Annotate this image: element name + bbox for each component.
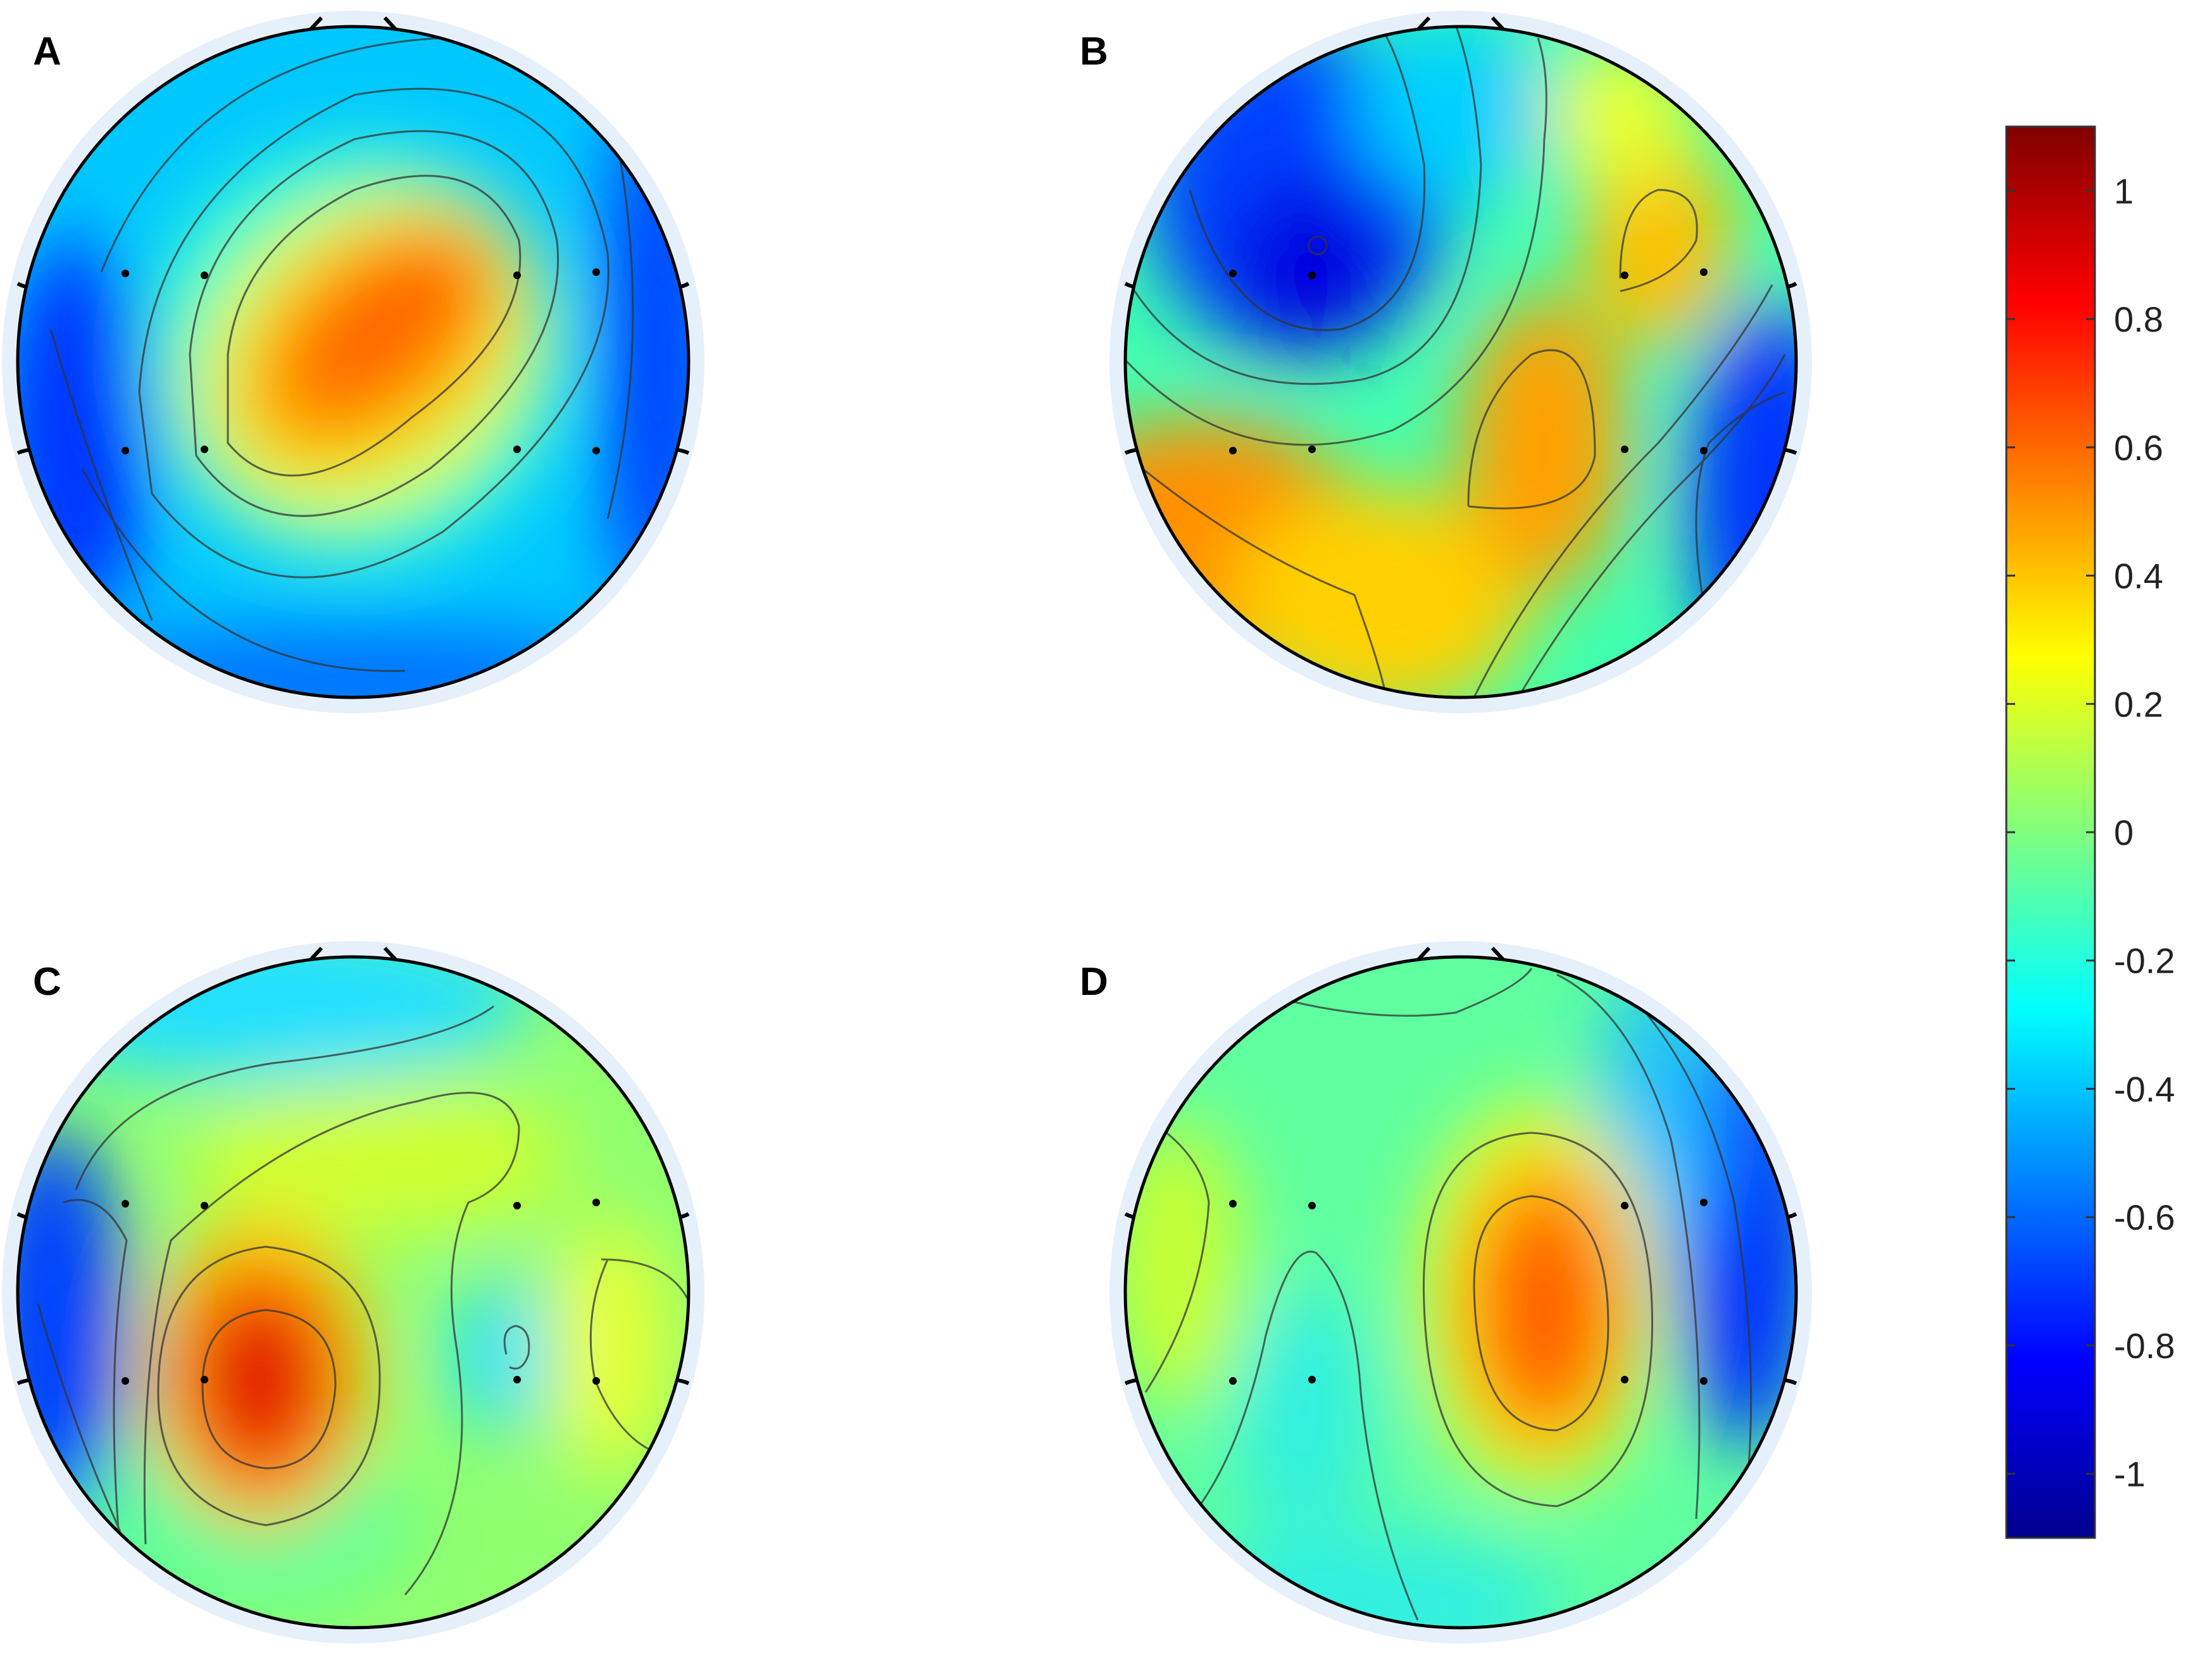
colorbar-tick-label: -0.2 (2114, 941, 2175, 981)
colorbar-gradient (2005, 125, 2096, 1539)
head-outline-a (16, 25, 690, 699)
colorbar-tick-label: 0.4 (2114, 556, 2163, 596)
head-outline-c (16, 955, 690, 1630)
electrodes-b (1229, 268, 1708, 454)
potential-map-c (18, 957, 689, 1628)
colorbar-tick-label: 0.8 (2114, 299, 2163, 339)
colorbar-tick-label: 0.2 (2114, 684, 2163, 724)
panel-label-b: B (1080, 30, 1108, 73)
panel-c: C (2, 941, 704, 1644)
potential-map-d (1125, 957, 1796, 1628)
colorbar-tick-label: -1 (2114, 1454, 2146, 1494)
colorbar-ticks: 1 0.8 0.6 0.4 0.2 0 -0.2 -0.4 -0.6 -0.8 -1 (2006, 171, 2175, 1494)
panel-label-d: D (1080, 960, 1108, 1004)
head-outline-d (1123, 955, 1798, 1630)
panel-a: A (2, 11, 704, 713)
colorbar: 1 0.8 0.6 0.4 0.2 0 -0.2 -0.4 -0.6 -0.8 -1 (2005, 125, 2175, 1539)
colorbar-tick-label: 0 (2114, 813, 2134, 852)
panel-d: D (1080, 941, 1812, 1644)
colorbar-tick-label: -0.8 (2114, 1326, 2175, 1366)
panel-label-c: C (33, 960, 61, 1004)
colorbar-tick-label: 0.6 (2114, 428, 2163, 468)
electrodes-a (122, 268, 600, 454)
panel-label-a: A (33, 30, 61, 73)
electrodes-c (122, 1199, 600, 1385)
colorbar-tick-label: 1 (2114, 171, 2134, 211)
potential-map-b (1125, 27, 1796, 697)
electrodes-d (1229, 1199, 1708, 1385)
head-outline-b (1123, 25, 1798, 699)
colorbar-tick-label: -0.4 (2114, 1069, 2175, 1109)
potential-map-a (18, 27, 689, 697)
panel-b: B (1080, 11, 1812, 713)
colorbar-tick-label: -0.6 (2114, 1197, 2175, 1237)
